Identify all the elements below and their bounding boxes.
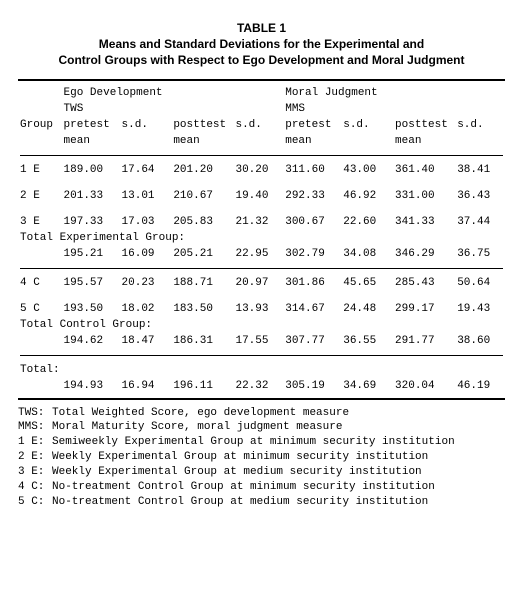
table-row: 194.6218.47186.3117.55 307.7736.55291.77… [18,333,505,349]
header-sd2: s.d. [233,117,283,133]
rule-mid2 [20,355,503,356]
header-sd4: s.d. [455,117,505,133]
header-sd3: s.d. [341,117,393,133]
header-tws: TWS [62,101,284,117]
rule-mid1 [20,268,503,269]
title-line1: TABLE 1 [18,20,505,36]
table-title: TABLE 1 Means and Standard Deviations fo… [18,20,505,69]
table-row: 1 E 189.0017.64201.2030.20 311.6043.0036… [18,162,505,178]
header-post1: posttest [171,117,233,133]
header-mms: MMS [283,101,505,117]
table-row: 4 C 195.5720.23188.7120.97 301.8645.6528… [18,275,505,291]
table-row: 194.9316.94196.1122.32 305.1934.69320.04… [18,378,505,394]
data-table: Ego Development Moral Judgment TWS MMS G… [18,85,505,394]
header-post2b: mean [393,133,455,149]
header-pre2: pretest [283,117,341,133]
rule-header [20,155,503,156]
exp-total-label: Total Experimental Group: [18,230,505,246]
table-row: 195.2116.09205.2122.95 302.7934.08346.29… [18,246,505,262]
grand-total-label: Total: [18,362,505,378]
header-pre2b: mean [283,133,341,149]
rule-top [18,79,505,81]
ctl-total-label: Total Control Group: [18,317,505,333]
footnotes: TWS:Total Weighted Score, ego developmen… [18,406,505,510]
header-moral: Moral Judgment [283,85,505,101]
rule-bottom [18,398,505,400]
title-line3: Control Groups with Respect to Ego Devel… [18,52,505,68]
header-group: Group [18,117,62,133]
table-row: 5 C 193.5018.02183.5013.93 314.6724.4829… [18,301,505,317]
header-pre1b: mean [62,133,120,149]
title-line2: Means and Standard Deviations for the Ex… [18,36,505,52]
header-pre1: pretest [62,117,120,133]
header-sd1: s.d. [120,117,172,133]
table-row: 2 E 201.3313.01210.6719.40 292.3346.9233… [18,188,505,204]
header-post2: posttest [393,117,455,133]
header-ego: Ego Development [62,85,284,101]
table-row: 3 E 197.3317.03205.8321.32 300.6722.6034… [18,214,505,230]
header-post1b: mean [171,133,233,149]
